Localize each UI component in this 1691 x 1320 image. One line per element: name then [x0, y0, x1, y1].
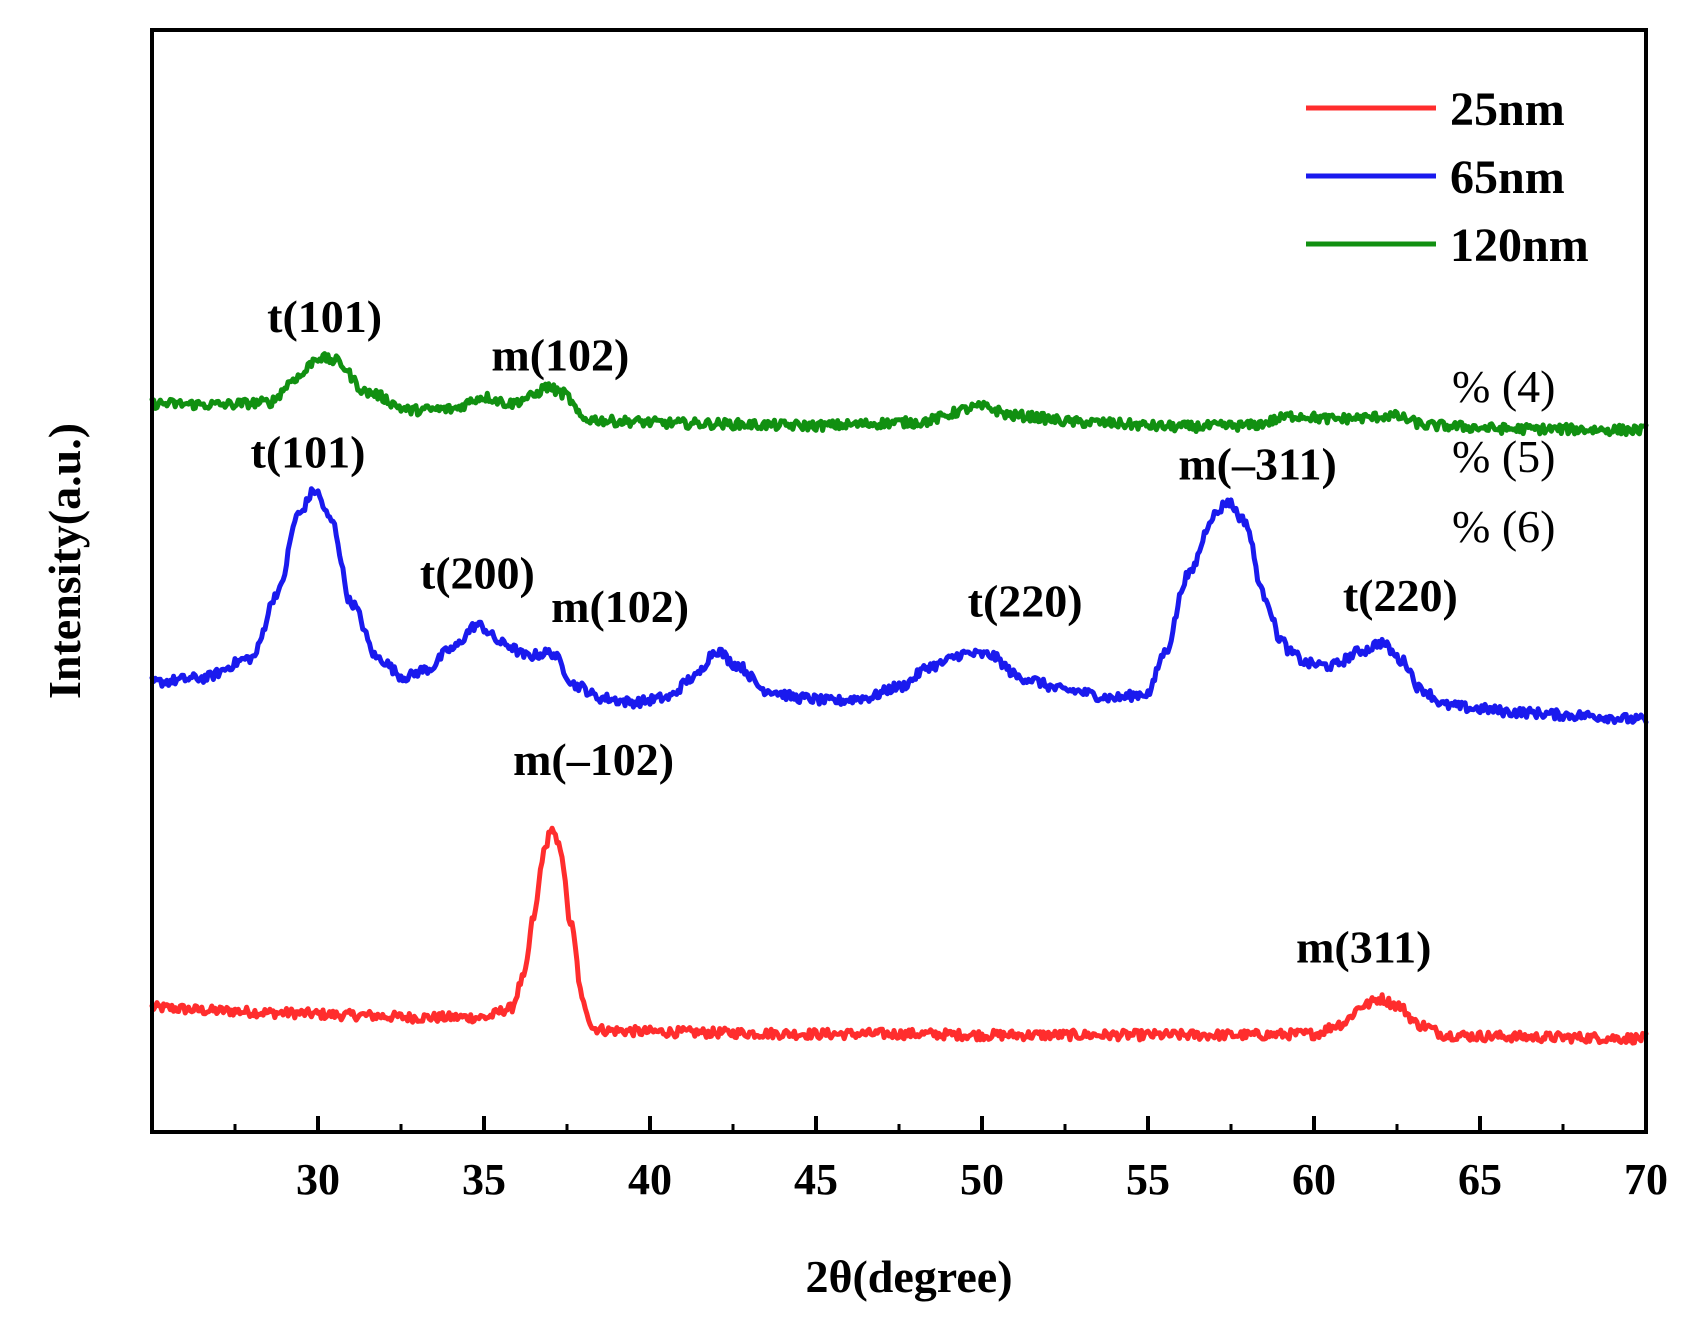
x-axis-title: 2θ(degree) [805, 1251, 1012, 1302]
x-tick-label-40: 40 [628, 1155, 672, 1204]
x-tick-label-55: 55 [1126, 1155, 1170, 1204]
legend-label-65nm: 65nm [1450, 151, 1565, 204]
peak-label-t-220-65nm: t(220) [968, 575, 1083, 626]
x-tick-label-35: 35 [462, 1155, 506, 1204]
x-tick-label-60: 60 [1292, 1155, 1336, 1204]
legend-label-120nm: 120nm [1450, 219, 1589, 272]
x-tick-label-65: 65 [1458, 1155, 1502, 1204]
x-tick-label-45: 45 [794, 1155, 838, 1204]
y-axis-title: Intensity(a.u.) [39, 423, 90, 699]
peak-label-t-220-65nm: t(220) [1343, 570, 1458, 621]
peak-label-t-101-120nm: t(101) [267, 291, 382, 342]
peak-label-m-311-25nm: m(311) [1296, 921, 1431, 972]
legend-label-25nm: 25nm [1450, 83, 1565, 136]
peak-label-m-102-25nm: m(–102) [513, 734, 674, 785]
series-line-65nm [149, 486, 1649, 726]
peak-label-m-311-65nm: m(–311) [1178, 439, 1336, 490]
peak-label-t-200-65nm: t(200) [420, 548, 535, 599]
peak-label-m-102-65nm: m(102) [551, 581, 689, 632]
x-tick-label-70: 70 [1624, 1155, 1668, 1204]
peak-annotations: t(101) m(102) t(101) t(200) m(102) t(220) m(–3… [251, 291, 1458, 972]
side-notes: % (4) % (5) % (6) [1452, 361, 1555, 552]
peak-label-m-102-120nm: m(102) [491, 330, 629, 381]
legend: 25nm 65nm 120nm [1306, 83, 1589, 272]
x-axis-ticks: 30 35 40 45 50 55 60 65 70 [150, 1116, 1668, 1204]
x-tick-label-30: 30 [296, 1155, 340, 1204]
peak-label-t-101-65nm: t(101) [251, 426, 366, 477]
x-tick-label-50: 50 [960, 1155, 1004, 1204]
series-line-120nm [149, 351, 1649, 438]
series-layer [149, 351, 1649, 1046]
side-note-2: % (5) [1452, 431, 1555, 482]
side-note-3: % (6) [1452, 501, 1555, 552]
side-note-1: % (4) [1452, 361, 1555, 412]
series-line-25nm [149, 825, 1649, 1046]
